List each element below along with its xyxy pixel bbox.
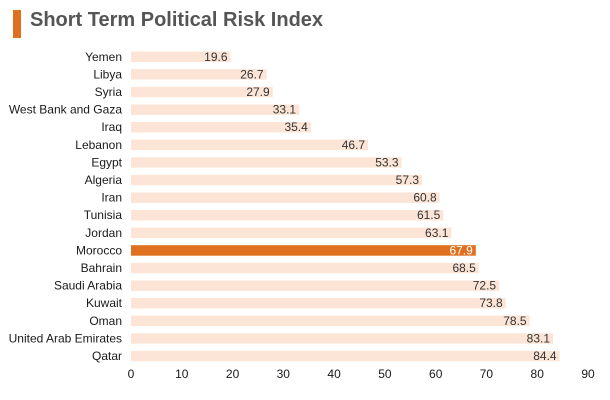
- x-tick-label-10: 10: [175, 367, 189, 381]
- value-label-algeria: 57.3: [396, 173, 420, 187]
- bar-libya: [131, 69, 267, 80]
- category-label-united-arab-emirates: United Arab Emirates: [9, 331, 122, 345]
- value-label-qatar: 84.4: [533, 349, 557, 363]
- value-label-united-arab-emirates: 83.1: [527, 331, 551, 345]
- value-label-tunisia: 61.5: [417, 208, 441, 222]
- bar-jordan: [131, 227, 452, 239]
- bar-oman: [131, 315, 530, 327]
- category-label-morocco: Morocco: [76, 243, 122, 257]
- bar-west-bank-and-gaza: [131, 104, 300, 115]
- x-tick-label-50: 50: [378, 367, 392, 381]
- category-label-tunisia: Tunisia: [84, 208, 123, 222]
- bar-united-arab-emirates: [131, 333, 553, 344]
- chart-title: Short Term Political Risk Index: [30, 9, 324, 31]
- bar-lebanon: [131, 139, 369, 151]
- category-label-yemen: Yemen: [85, 50, 122, 64]
- value-label-oman: 78.5: [503, 314, 527, 328]
- x-tick-label-60: 60: [429, 367, 443, 381]
- category-label-west-bank-and-gaza: West Bank and Gaza: [9, 103, 123, 117]
- x-tick-label-90: 90: [581, 367, 595, 381]
- x-tick-label-40: 40: [327, 367, 341, 381]
- category-label-lebanon: Lebanon: [75, 138, 122, 152]
- bar-morocco: [131, 245, 476, 256]
- category-label-kuwait: Kuwait: [86, 296, 123, 310]
- category-label-algeria: Algeria: [85, 173, 123, 187]
- category-label-jordan: Jordan: [85, 226, 122, 240]
- bar-egypt: [131, 157, 402, 168]
- category-label-oman: Oman: [89, 314, 122, 328]
- x-tick-label-0: 0: [128, 367, 135, 381]
- value-label-kuwait: 73.8: [479, 296, 503, 310]
- x-tick-label-70: 70: [480, 367, 494, 381]
- bar-yemen: [131, 51, 231, 62]
- category-label-syria: Syria: [95, 85, 123, 99]
- value-label-yemen: 19.6: [204, 50, 228, 64]
- bar-algeria: [131, 174, 422, 186]
- value-label-lebanon: 46.7: [342, 138, 366, 152]
- value-label-iraq: 35.4: [284, 120, 308, 134]
- value-label-west-bank-and-gaza: 33.1: [273, 103, 297, 117]
- bar-iran: [131, 192, 440, 203]
- value-label-jordan: 63.1: [425, 226, 449, 240]
- bar-qatar: [131, 350, 560, 362]
- bar-saudi-arabia: [131, 280, 500, 291]
- value-label-bahrain: 68.5: [452, 261, 476, 275]
- category-label-saudi-arabia: Saudi Arabia: [54, 279, 122, 293]
- x-tick-label-30: 30: [277, 367, 291, 381]
- value-label-iran: 60.8: [413, 191, 437, 205]
- value-label-egypt: 53.3: [375, 155, 399, 169]
- bar-kuwait: [131, 298, 506, 309]
- value-label-syria: 27.9: [246, 85, 270, 99]
- category-label-libya: Libya: [93, 67, 122, 81]
- x-tick-label-20: 20: [226, 367, 240, 381]
- value-label-libya: 26.7: [240, 67, 264, 81]
- value-label-morocco: 67.9: [449, 243, 473, 257]
- category-label-iran: Iran: [101, 191, 122, 205]
- bar-syria: [131, 86, 273, 98]
- value-label-saudi-arabia: 72.5: [473, 279, 497, 293]
- bar-iraq: [131, 122, 311, 133]
- bar-bahrain: [131, 262, 479, 274]
- title-accent-bar: [13, 10, 21, 38]
- category-label-iraq: Iraq: [101, 120, 122, 134]
- x-tick-label-80: 80: [531, 367, 545, 381]
- bar-tunisia: [131, 210, 444, 221]
- category-label-qatar: Qatar: [92, 349, 122, 363]
- category-label-egypt: Egypt: [91, 155, 122, 169]
- category-label-bahrain: Bahrain: [81, 261, 122, 275]
